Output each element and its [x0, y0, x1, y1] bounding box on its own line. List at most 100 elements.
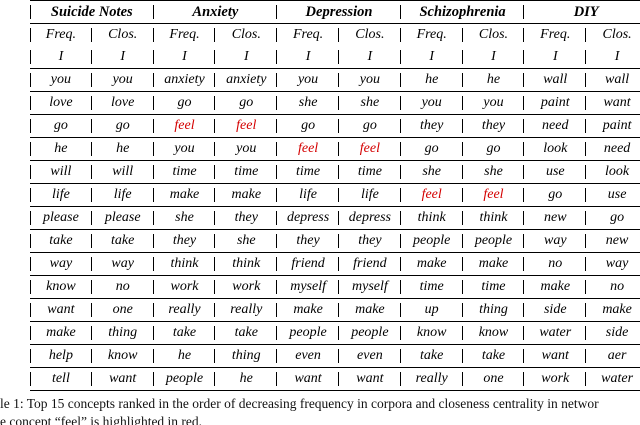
- table-row: know no work work myself myself time time make no: [30, 275, 640, 299]
- table-cell: will: [30, 161, 92, 184]
- table-cell: myself: [277, 276, 339, 299]
- table-cell: take: [92, 230, 154, 253]
- table-cell: make: [339, 299, 401, 322]
- table-cell: work: [154, 276, 216, 299]
- table-cell: she: [277, 92, 339, 115]
- subcolumn-header: Clos.: [339, 24, 401, 47]
- table-cell: I: [92, 46, 154, 69]
- table-cell: you: [92, 69, 154, 92]
- table-cell: paint: [524, 92, 586, 115]
- table-cell: water: [586, 368, 640, 391]
- table-cell: go: [277, 115, 339, 138]
- table-cell: aer: [586, 345, 640, 368]
- table-row: take take they she they they people people way ne…: [30, 229, 640, 253]
- table-cell: friend: [277, 253, 339, 276]
- table-cell: tell: [30, 368, 92, 391]
- table-cell: way: [586, 253, 640, 276]
- table-cell: he: [401, 69, 463, 92]
- table-cell: new: [586, 230, 640, 253]
- table-cell: I: [586, 46, 640, 69]
- table-cell: they: [339, 230, 401, 253]
- table-cell: make: [524, 276, 586, 299]
- table-cell: go: [463, 138, 525, 161]
- table-row: go go feel feel go go they they need paint: [30, 114, 640, 138]
- table-cell: make: [463, 253, 525, 276]
- table-cell: they: [401, 115, 463, 138]
- table-cell: time: [154, 161, 216, 184]
- table-cell: make: [586, 299, 640, 322]
- table-cell: take: [463, 345, 525, 368]
- table-cell: time: [463, 276, 525, 299]
- table-cell: go: [154, 92, 216, 115]
- table-cell: want: [277, 368, 339, 391]
- table-cell: one: [463, 368, 525, 391]
- table-cell: they: [463, 115, 525, 138]
- table-cell: thing: [92, 322, 154, 345]
- table-cell: friend: [339, 253, 401, 276]
- table-cell: you: [277, 69, 339, 92]
- table-cell: look: [524, 138, 586, 161]
- table-cell: people: [154, 368, 216, 391]
- table-cell: I: [154, 46, 216, 69]
- table-cell: up: [401, 299, 463, 322]
- table-cell: wall: [586, 69, 640, 92]
- table-cell: help: [30, 345, 92, 368]
- table-row: way way think think friend friend make make no wa…: [30, 252, 640, 276]
- table-cell: you: [30, 69, 92, 92]
- table-cell: make: [401, 253, 463, 276]
- table-cell: will: [92, 161, 154, 184]
- table-caption: le 1: Top 15 concepts ranked in the orde…: [0, 395, 640, 425]
- table-cell: new: [524, 207, 586, 230]
- subcolumn-header: Clos.: [215, 24, 277, 47]
- table-cell: time: [339, 161, 401, 184]
- table-cell: you: [215, 138, 277, 161]
- table-cell: take: [154, 322, 216, 345]
- table-cell: time: [215, 161, 277, 184]
- table-cell: people: [277, 322, 339, 345]
- table-cell: life: [339, 184, 401, 207]
- table-cell: I: [215, 46, 277, 69]
- table-cell: make: [215, 184, 277, 207]
- table-cell: go: [524, 184, 586, 207]
- table-cell: feel: [401, 184, 463, 207]
- table-cell: think: [463, 207, 525, 230]
- subcolumn-header: Freq.: [30, 24, 92, 47]
- table-cell: feel: [215, 115, 277, 138]
- table-cell: work: [524, 368, 586, 391]
- table-cell: I: [463, 46, 525, 69]
- table-cell: think: [215, 253, 277, 276]
- table-cell: way: [524, 230, 586, 253]
- table-cell: want: [586, 92, 640, 115]
- subcolumn-header: Freq.: [154, 24, 216, 47]
- table-cell: use: [524, 161, 586, 184]
- table-cell: really: [215, 299, 277, 322]
- table-cell: people: [401, 230, 463, 253]
- table-cell: love: [92, 92, 154, 115]
- table-row: make thing take take people people know know wat…: [30, 321, 640, 345]
- table-cell: think: [401, 207, 463, 230]
- table-cell: need: [586, 138, 640, 161]
- table-row: he he you you feel feel go go look need: [30, 137, 640, 161]
- table-row: love love go go she she you you paint want: [30, 91, 640, 115]
- table-cell: I: [339, 46, 401, 69]
- subcolumn-header: Clos.: [586, 24, 640, 47]
- caption-line-2: e concept “feel” is highlighted in red.: [0, 414, 203, 425]
- table-cell: go: [401, 138, 463, 161]
- table-cell: he: [463, 69, 525, 92]
- table-row: please please she they depress depress think th…: [30, 206, 640, 230]
- table-cell: go: [30, 115, 92, 138]
- table-row: life life make make life life feel feel go use: [30, 183, 640, 207]
- table-cell: they: [215, 207, 277, 230]
- table-header: Suicide Notes Anxiety Depression Schizophre…: [30, 1, 640, 47]
- table-cell: really: [154, 299, 216, 322]
- table-cell: know: [92, 345, 154, 368]
- subcolumn-header: Freq.: [277, 24, 339, 47]
- table-cell: he: [215, 368, 277, 391]
- table-cell: anxiety: [215, 69, 277, 92]
- table-cell: really: [401, 368, 463, 391]
- table-cell: she: [401, 161, 463, 184]
- table-cell: you: [401, 92, 463, 115]
- table-cell: way: [92, 253, 154, 276]
